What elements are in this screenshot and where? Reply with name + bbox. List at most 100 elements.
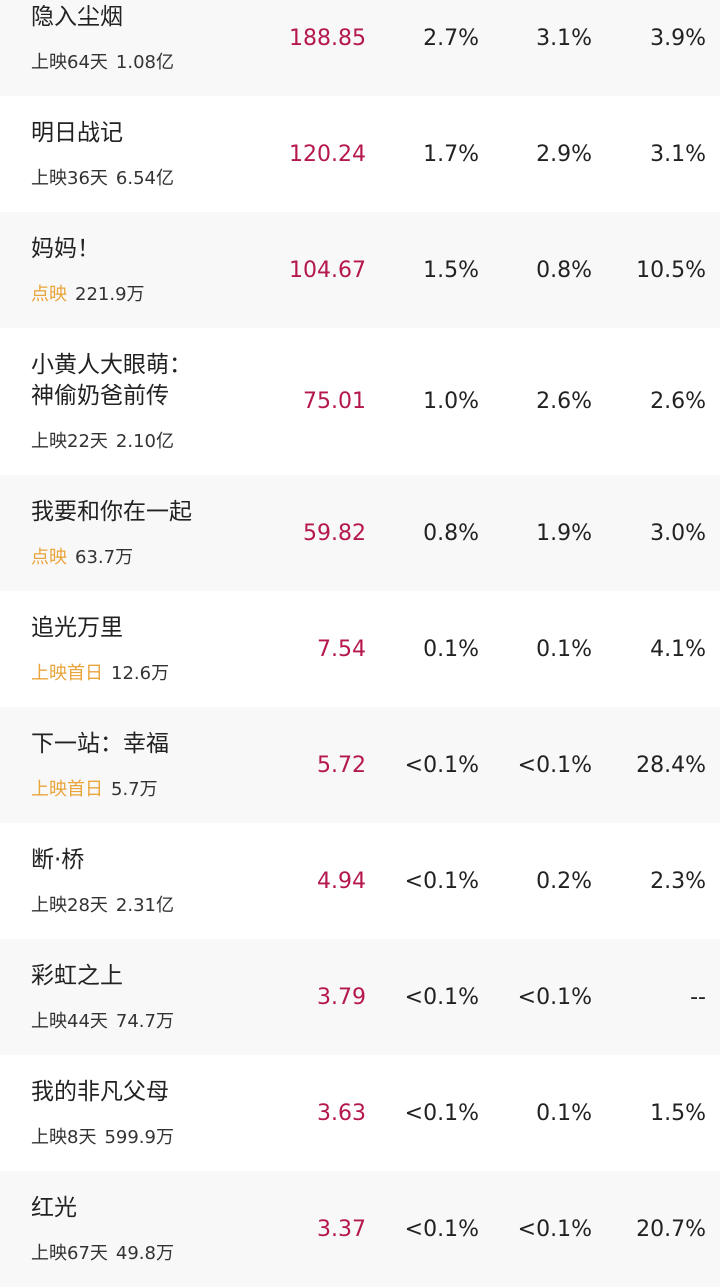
movie-name: 妈妈！: [31, 236, 100, 262]
release-status: 点映: [31, 284, 67, 305]
realtime-box-office: 188.85: [289, 25, 366, 51]
total-box-office: 49.8万: [115, 1243, 174, 1264]
box-office-share: 1.0%: [423, 389, 479, 414]
movie-name: 我要和你在一起: [31, 499, 192, 525]
screening-share: 3.1%: [536, 25, 592, 51]
movie-release-info: 上映8天 599.9万: [31, 1123, 174, 1149]
movie-release-info: 上映36天 6.54亿: [31, 164, 174, 190]
movie-row[interactable]: 小黄人大眼萌： 神偷奶爸前传 上映22天 2.10亿 75.01 1.0% 2.6…: [0, 328, 720, 475]
total-box-office: 2.31亿: [115, 895, 174, 916]
total-box-office: 12.6万: [111, 663, 170, 684]
realtime-box-office: 104.67: [289, 257, 366, 283]
movie-release-info: 点映 63.7万: [31, 543, 133, 569]
movie-name: 隐入尘烟: [31, 4, 123, 30]
box-office-share: <0.1%: [404, 1216, 479, 1242]
total-box-office: 74.7万: [115, 1011, 174, 1032]
movie-row[interactable]: 我要和你在一起 点映 63.7万 59.82 0.8% 1.9% 3.0%: [0, 475, 720, 591]
attendance-rate: 3.9%: [650, 25, 706, 51]
movie-release-info: 上映44天 74.7万: [31, 1007, 174, 1033]
attendance-rate: 1.5%: [650, 1100, 706, 1126]
attendance-rate: 28.4%: [636, 752, 706, 778]
movie-row[interactable]: 红光 上映67天 49.8万 3.37 <0.1% <0.1% 20.7%: [0, 1171, 720, 1287]
movie-release-info: 点映 221.9万: [31, 280, 145, 306]
screening-share: 2.6%: [536, 389, 592, 414]
movie-release-info: 上映67天 49.8万: [31, 1239, 174, 1265]
realtime-box-office: 75.01: [303, 389, 366, 414]
release-status: 上映22天: [31, 431, 108, 452]
total-box-office: 1.08亿: [115, 52, 174, 73]
movie-release-info: 上映首日 5.7万: [31, 775, 158, 801]
movie-name: 断·桥: [31, 847, 85, 873]
attendance-rate: 2.6%: [650, 389, 706, 414]
movie-row[interactable]: 下一站：幸福 上映首日 5.7万 5.72 <0.1% <0.1% 28.4%: [0, 707, 720, 823]
box-office-share: <0.1%: [404, 752, 479, 778]
release-status: 上映44天: [31, 1011, 108, 1032]
attendance-rate: 4.1%: [650, 636, 706, 662]
total-box-office: 6.54亿: [115, 168, 174, 189]
realtime-box-office: 7.54: [317, 636, 366, 662]
attendance-rate: 3.1%: [650, 141, 706, 167]
movie-name: 小黄人大眼萌： 神偷奶爸前传: [31, 352, 192, 409]
movie-name: 下一站：幸福: [31, 731, 169, 757]
box-office-share: 2.7%: [423, 25, 479, 51]
release-status: 上映64天: [31, 52, 108, 73]
movie-row[interactable]: 彩虹之上 上映44天 74.7万 3.79 <0.1% <0.1% --: [0, 939, 720, 1055]
release-status: 上映28天: [31, 895, 108, 916]
movie-row[interactable]: 明日战记 上映36天 6.54亿 120.24 1.7% 2.9% 3.1%: [0, 96, 720, 212]
box-office-share: <0.1%: [404, 984, 479, 1010]
total-box-office: 5.7万: [111, 779, 158, 800]
box-office-share: <0.1%: [404, 1100, 479, 1126]
release-status: 上映首日: [31, 663, 103, 684]
screening-share: 0.2%: [536, 868, 592, 894]
screening-share: 0.1%: [536, 1100, 592, 1126]
realtime-box-office: 59.82: [303, 520, 366, 546]
movie-name: 明日战记: [31, 120, 123, 146]
movie-name: 追光万里: [31, 615, 123, 641]
release-status: 上映36天: [31, 168, 108, 189]
screening-share: 2.9%: [536, 141, 592, 167]
total-box-office: 599.9万: [104, 1127, 174, 1148]
box-office-share: <0.1%: [404, 868, 479, 894]
box-office-share: 1.7%: [423, 141, 479, 167]
box-office-share: 1.5%: [423, 257, 479, 283]
release-status: 上映首日: [31, 779, 103, 800]
movie-name: 彩虹之上: [31, 963, 123, 989]
movie-release-info: 上映首日 12.6万: [31, 659, 169, 685]
attendance-rate: --: [690, 984, 706, 1010]
movie-row[interactable]: 妈妈！ 点映 221.9万 104.67 1.5% 0.8% 10.5%: [0, 212, 720, 328]
screening-share: 1.9%: [536, 520, 592, 546]
movie-release-info: 上映22天 2.10亿: [31, 427, 174, 453]
box-office-share: 0.1%: [423, 636, 479, 662]
realtime-box-office: 3.37: [317, 1216, 366, 1242]
attendance-rate: 20.7%: [636, 1216, 706, 1242]
movie-release-info: 上映64天 1.08亿: [31, 48, 174, 74]
movie-name: 我的非凡父母: [31, 1079, 169, 1105]
screening-share: <0.1%: [517, 1216, 592, 1242]
realtime-box-office: 3.63: [317, 1100, 366, 1126]
movie-name: 红光: [31, 1195, 77, 1221]
attendance-rate: 2.3%: [650, 868, 706, 894]
movie-row[interactable]: 追光万里 上映首日 12.6万 7.54 0.1% 0.1% 4.1%: [0, 591, 720, 707]
release-status: 点映: [31, 547, 67, 568]
movie-release-info: 上映28天 2.31亿: [31, 891, 174, 917]
total-box-office: 63.7万: [75, 547, 134, 568]
realtime-box-office: 5.72: [317, 752, 366, 778]
total-box-office: 221.9万: [75, 284, 145, 305]
movie-row[interactable]: 我的非凡父母 上映8天 599.9万 3.63 <0.1% 0.1% 1.5%: [0, 1055, 720, 1171]
realtime-box-office: 3.79: [317, 984, 366, 1010]
release-status: 上映67天: [31, 1243, 108, 1264]
movie-row[interactable]: 隐入尘烟 上映64天 1.08亿 188.85 2.7% 3.1% 3.9%: [0, 0, 720, 96]
movie-row[interactable]: 断·桥 上映28天 2.31亿 4.94 <0.1% 0.2% 2.3%: [0, 823, 720, 939]
screening-share: 0.8%: [536, 257, 592, 283]
attendance-rate: 10.5%: [636, 257, 706, 283]
realtime-box-office: 4.94: [317, 868, 366, 894]
screening-share: <0.1%: [517, 984, 592, 1010]
realtime-box-office: 120.24: [289, 141, 366, 167]
box-office-share: 0.8%: [423, 520, 479, 546]
attendance-rate: 3.0%: [650, 520, 706, 546]
total-box-office: 2.10亿: [115, 431, 174, 452]
release-status: 上映8天: [31, 1127, 97, 1148]
screening-share: <0.1%: [517, 752, 592, 778]
screening-share: 0.1%: [536, 636, 592, 662]
